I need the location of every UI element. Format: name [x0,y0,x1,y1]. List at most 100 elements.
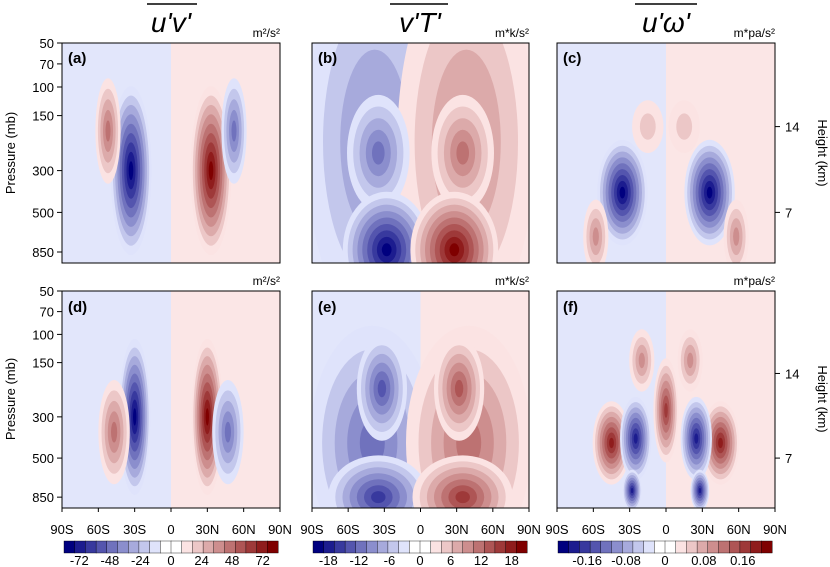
colorbar-0-swatch-19 [267,540,279,554]
pressure-tick-label-0-1: 70 [40,57,54,72]
colorbar-0-tick-2: -24 [131,553,150,567]
panel-e-label: (e) [318,299,336,316]
colorbar-1-swatch-9 [409,540,421,554]
x-tick-label-2-5: 60N [727,522,751,537]
colorbar-2-swatch-16 [729,540,741,554]
contour-d-1-8 [205,408,209,426]
panel-d-field [62,291,280,508]
contour-b-2-4 [372,141,385,165]
pressure-tick-label-0-6: 850 [32,245,54,260]
x-tick-label-0-5: 60N [232,522,256,537]
colorbar-2-swatch-8 [643,540,655,554]
panel-c-field [557,43,775,263]
colorbar-1-swatch-4 [355,540,367,554]
contour-e-2-5 [377,379,387,398]
panel-a: (a) [61,42,281,264]
contour-b-3-4 [456,141,470,165]
colorbar-0-swatch-15 [224,540,236,554]
contour-c-4-1 [639,113,656,140]
contour-f-8-3 [687,352,694,369]
colorbar-2-swatch-9 [654,540,666,554]
colorbar-1-swatch-15 [473,540,485,554]
colorbar-0-swatch-8 [149,540,161,554]
colorbar-1-tick-2: -6 [384,553,396,567]
height-tick-label-0-0: 14 [785,120,799,135]
colorbar-2-swatch-17 [739,540,752,554]
pressure-tick-label-1-1: 70 [40,305,54,320]
colorbar-0-swatch-0 [63,540,76,554]
pressure-tick-label-1-2: 100 [32,327,54,342]
x-tick-label-1-3: 0 [417,522,424,537]
column-title-uw-text: u'ω' [642,7,692,38]
x-tick-label-1-1: 60S [337,522,360,537]
x-tick-label-1-5: 60N [481,522,505,537]
panel-a-frame [61,42,281,264]
colorbar-2-tick-1: -0.08 [611,553,641,567]
colorbar-1-swatch-8 [398,540,410,554]
panel-a-field [62,43,280,263]
colorbar-1-swatch-10 [419,540,432,554]
colorbar-0-tick-6: 72 [255,553,269,567]
x-tick-label-2-1: 60S [582,522,605,537]
colorbar-0-swatch-7 [138,540,151,554]
colorbar-1-swatch-2 [334,540,346,554]
colorbar-0-swatch-12 [192,540,204,554]
colorbar-2-swatch-7 [632,540,645,554]
colorbar-2-tick-2: 0 [661,553,668,567]
colorbar-0-swatch-13 [202,540,215,554]
contour-a-2-4 [105,120,111,142]
colorbar-uw: -0.16 -0.08 0 0.08 0.16 [557,540,773,567]
x-tick-label-2-0: 90S [545,522,568,537]
colorbar-0-swatch-11 [181,540,193,554]
colorbar-2-swatch-3 [589,540,602,554]
contour-f-2-7 [633,433,638,444]
colorbar-1-swatch-0 [312,540,325,554]
axis-ticks: 5070100150300500850147507010015030050085… [32,36,799,537]
colorbar-1-tick-5: 12 [474,553,488,567]
colorbar-1-swatch-13 [451,540,464,554]
x-tick-label-0-3: 0 [167,522,174,537]
pressure-tick-label-1-0: 50 [40,284,54,299]
colorbar-2-swatch-1 [568,540,580,554]
colorbar-1-swatch-12 [441,540,453,554]
panel-b-field [312,43,529,263]
colorbar-2-tick-4: 0.16 [730,553,755,567]
contour-e-5-6 [455,491,470,504]
colorbar-1-swatch-5 [366,540,378,554]
panel-f-label: (f) [563,299,578,316]
unit-label-f: m*pa/s² [734,274,775,288]
colorbar-2-swatch-12 [686,540,698,554]
column-title-uw: u'ω' [635,3,697,38]
colorbar-0-tick-1: -48 [101,553,120,567]
x-tick-label-1-2: 30S [373,522,396,537]
contour-c-2-3 [592,227,599,246]
column-title-vt: v'T' [390,3,448,38]
unit-label-b: m*k/s² [495,26,529,40]
x-tick-label-1-6: 90N [517,522,541,537]
colorbar-0-swatch-1 [74,540,86,554]
contour-f-1-7 [718,437,723,449]
colorbar-2-tick-0: -0.16 [572,553,602,567]
panel-c-label: (c) [563,50,581,67]
unit-label-c: m*pa/s² [734,26,775,40]
contour-a-0-8 [128,161,134,181]
contour-b-4-8 [381,243,392,257]
pressure-tick-label-1-6: 850 [32,490,54,505]
colorbar-0-swatch-16 [234,540,247,554]
colorbar-2-swatch-6 [622,540,634,554]
colorbar-0-tick-4: 24 [194,553,208,567]
colorbar-2-swatch-15 [718,540,730,554]
colorbar-vt: -18 -12 -6 0 6 12 18 [312,540,528,567]
colorbar-1-swatch-6 [377,540,389,554]
contour-a-3-4 [231,120,237,142]
colorbar-2-swatch-19 [761,540,773,554]
x-tick-label-2-6: 90N [763,522,787,537]
contour-c-1-8 [706,186,713,199]
pressure-tick-label-0-3: 150 [32,109,54,124]
contour-f-6-7 [698,488,702,494]
pressure-tick-label-1-5: 500 [32,451,54,466]
height-tick-label-1-1: 7 [785,451,792,466]
colorbar-2-swatch-0 [557,540,570,554]
colorbar-1-tick-3: 0 [416,553,423,567]
